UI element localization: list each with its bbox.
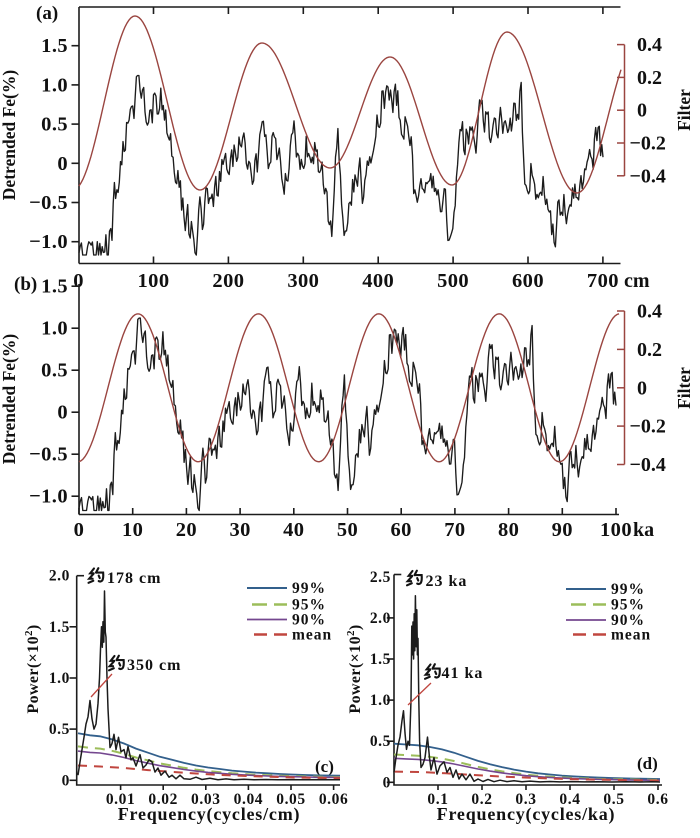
- svg-text:0.3: 0.3: [515, 791, 536, 808]
- svg-text:1.5: 1.5: [41, 35, 68, 57]
- svg-text:1.5: 1.5: [370, 651, 391, 668]
- svg-text:mean: mean: [292, 627, 332, 644]
- svg-text:−0.4: −0.4: [630, 454, 666, 476]
- svg-text:−1.0: −1.0: [29, 231, 68, 253]
- svg-text:(c): (c): [315, 757, 334, 776]
- svg-text:(a): (a): [36, 3, 58, 24]
- svg-text:0.5: 0.5: [603, 791, 624, 808]
- svg-text:500: 500: [437, 270, 469, 292]
- svg-text:300: 300: [287, 270, 319, 292]
- svg-text:20: 20: [176, 519, 197, 541]
- svg-text:Filter: Filter: [674, 367, 694, 409]
- svg-text:0: 0: [57, 402, 68, 424]
- svg-text:0.2: 0.2: [471, 791, 492, 808]
- svg-text:200: 200: [212, 270, 244, 292]
- svg-text:40: 40: [283, 519, 304, 541]
- svg-text:0.4: 0.4: [637, 34, 662, 56]
- svg-text:2.0: 2.0: [49, 568, 70, 585]
- svg-text:90%: 90%: [292, 612, 326, 629]
- svg-text:Filter: Filter: [674, 89, 694, 131]
- svg-text:1.5: 1.5: [41, 276, 68, 298]
- svg-text:0: 0: [62, 772, 70, 789]
- svg-text:400: 400: [362, 270, 394, 292]
- svg-text:0.5: 0.5: [49, 721, 70, 738]
- svg-text:0: 0: [637, 100, 647, 122]
- svg-text:0: 0: [383, 774, 391, 791]
- svg-text:−1.0: −1.0: [29, 486, 68, 508]
- svg-text:1.5: 1.5: [49, 619, 70, 636]
- svg-text:0: 0: [637, 377, 647, 399]
- svg-text:−0.4: −0.4: [630, 165, 666, 187]
- svg-text:cm: cm: [624, 270, 650, 292]
- svg-text:0.6: 0.6: [647, 791, 668, 808]
- svg-text:0.5: 0.5: [41, 360, 68, 382]
- svg-text:0.1: 0.1: [427, 791, 448, 808]
- svg-text:Power(×102): Power(×102): [345, 624, 364, 713]
- svg-text:10: 10: [122, 519, 143, 541]
- svg-text:0.02: 0.02: [148, 791, 178, 808]
- svg-text:−0.5: −0.5: [29, 192, 68, 214]
- svg-text:178 cm: 178 cm: [107, 570, 161, 587]
- svg-text:0.2: 0.2: [637, 339, 662, 361]
- svg-text:1.0: 1.0: [41, 74, 68, 96]
- svg-text:60: 60: [391, 519, 412, 541]
- svg-text:0: 0: [73, 270, 84, 292]
- svg-text:100: 100: [600, 519, 632, 541]
- svg-text:0.5: 0.5: [41, 114, 68, 136]
- svg-text:99%: 99%: [292, 580, 326, 597]
- svg-text:95%: 95%: [611, 597, 645, 614]
- svg-text:1.0: 1.0: [370, 692, 391, 709]
- svg-text:0.03: 0.03: [191, 791, 221, 808]
- svg-text:600: 600: [512, 270, 544, 292]
- svg-text:23 ka: 23 ka: [426, 573, 468, 590]
- svg-text:mean: mean: [611, 627, 651, 644]
- svg-text:41 ka: 41 ka: [442, 665, 484, 682]
- svg-text:0.05: 0.05: [276, 791, 306, 808]
- svg-text:−0.5: −0.5: [29, 444, 68, 466]
- svg-text:99%: 99%: [611, 581, 645, 598]
- svg-text:−0.2: −0.2: [630, 416, 666, 438]
- svg-text:700: 700: [587, 270, 619, 292]
- svg-text:30: 30: [229, 519, 250, 541]
- svg-text:0.5: 0.5: [370, 733, 391, 750]
- svg-text:Detrended Fe(%): Detrended Fe(%): [0, 70, 19, 201]
- svg-text:350 cm: 350 cm: [127, 657, 181, 674]
- svg-text:0.06: 0.06: [319, 791, 349, 808]
- svg-text:2.0: 2.0: [370, 610, 391, 627]
- svg-text:0: 0: [57, 153, 68, 175]
- svg-text:Power(×102): Power(×102): [23, 624, 42, 713]
- svg-text:95%: 95%: [292, 597, 326, 614]
- svg-text:0.01: 0.01: [106, 791, 136, 808]
- svg-text:0: 0: [74, 519, 85, 541]
- svg-text:Frequency(cycles/cm): Frequency(cycles/cm): [118, 804, 301, 825]
- svg-text:100: 100: [138, 270, 170, 292]
- svg-text:0.04: 0.04: [234, 791, 264, 808]
- svg-text:80: 80: [498, 519, 519, 541]
- svg-text:(d): (d): [637, 754, 658, 773]
- svg-text:50: 50: [337, 519, 358, 541]
- svg-text:1.0: 1.0: [41, 318, 68, 340]
- svg-text:−0.2: −0.2: [630, 133, 666, 155]
- svg-text:0.4: 0.4: [559, 791, 580, 808]
- svg-text:Detrended Fe(%): Detrended Fe(%): [0, 334, 19, 465]
- svg-text:0.4: 0.4: [637, 301, 662, 323]
- svg-text:0.2: 0.2: [637, 67, 662, 89]
- svg-text:70: 70: [444, 519, 465, 541]
- svg-text:90: 90: [552, 519, 573, 541]
- svg-text:2.5: 2.5: [370, 569, 391, 586]
- svg-text:1.0: 1.0: [49, 670, 70, 687]
- svg-text:Frequency(cycles/ka): Frequency(cycles/ka): [437, 804, 616, 825]
- svg-text:ka: ka: [633, 519, 654, 541]
- svg-text:(b): (b): [14, 274, 37, 295]
- svg-text:90%: 90%: [611, 612, 645, 629]
